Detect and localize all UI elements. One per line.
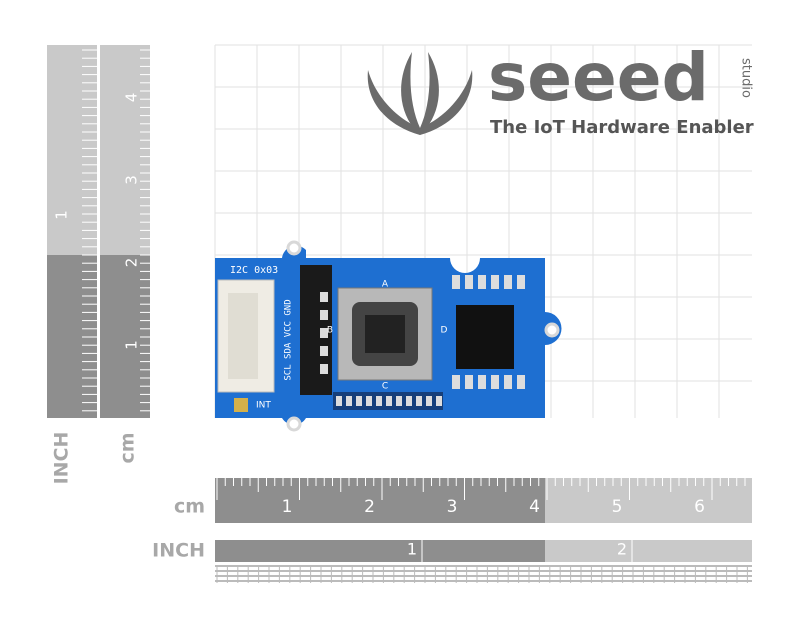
pad (426, 396, 432, 406)
horizontal-ticks: 1 2 3 4 5 6 1 2 (215, 478, 752, 583)
ruler-label: 1 (123, 340, 141, 350)
pad (396, 396, 402, 406)
ruler-label: 1 (407, 540, 417, 559)
pad (386, 396, 392, 406)
ruler-label: 1 (282, 497, 293, 517)
pad (491, 275, 499, 289)
pad (320, 346, 328, 356)
vertical-ticks: 1 2 3 4 1 (53, 49, 150, 412)
ruler-label: 2 (617, 540, 627, 559)
logo-icon (367, 52, 473, 135)
ruler-label: 4 (529, 497, 540, 517)
pad (491, 375, 499, 389)
pad (416, 396, 422, 406)
pad (504, 275, 512, 289)
ruler-label: 2 (123, 258, 141, 268)
pad (406, 396, 412, 406)
pad (366, 396, 372, 406)
inch-ruler-light (47, 45, 97, 255)
tagline: The IoT Hardware Enabler (490, 117, 754, 138)
unit-label: cm (174, 496, 205, 518)
pad (478, 275, 486, 289)
brand: seeed (488, 39, 709, 116)
board (215, 240, 562, 432)
cm-ruler-light (545, 478, 752, 523)
pad (478, 375, 486, 389)
inch-ruler-light (545, 540, 752, 562)
pad (356, 396, 362, 406)
pad (336, 396, 342, 406)
pad (376, 396, 382, 406)
inch-ruler-dark (215, 540, 545, 562)
silkscreen: D (441, 326, 448, 336)
silkscreen: B (327, 326, 333, 336)
unit-label: INCH (51, 432, 73, 485)
pad (517, 275, 525, 289)
ruler-label: 4 (123, 93, 141, 103)
ruler-label: 5 (612, 497, 623, 517)
ruler-label: 3 (123, 175, 141, 185)
ruler-label: 3 (447, 497, 458, 517)
grid (214, 44, 752, 418)
silkscreen: A (382, 280, 389, 290)
silkscreen: I2C 0x03 (230, 265, 278, 276)
unit-label: INCH (152, 540, 205, 562)
silkscreen: SCL SDA VCC GND (284, 299, 294, 380)
ruler-label: 6 (694, 497, 705, 517)
pad (346, 396, 352, 406)
pad (320, 328, 328, 338)
silkscreen: INT (256, 401, 271, 411)
pad (320, 310, 328, 320)
cm-ruler-dark (215, 478, 545, 523)
cm-ruler-light (100, 45, 150, 255)
ruler-label: 1 (53, 210, 71, 220)
brand-sub: studio (739, 58, 754, 98)
pad (465, 375, 473, 389)
pad (504, 375, 512, 389)
pad (320, 364, 328, 374)
pad (452, 275, 460, 289)
pad (465, 275, 473, 289)
unit-label: cm (117, 432, 139, 463)
pad (436, 396, 442, 406)
pad (320, 292, 328, 302)
silkscreen: C (382, 382, 388, 392)
pad (517, 375, 525, 389)
ruler-label: 2 (364, 497, 375, 517)
pad (452, 375, 460, 389)
